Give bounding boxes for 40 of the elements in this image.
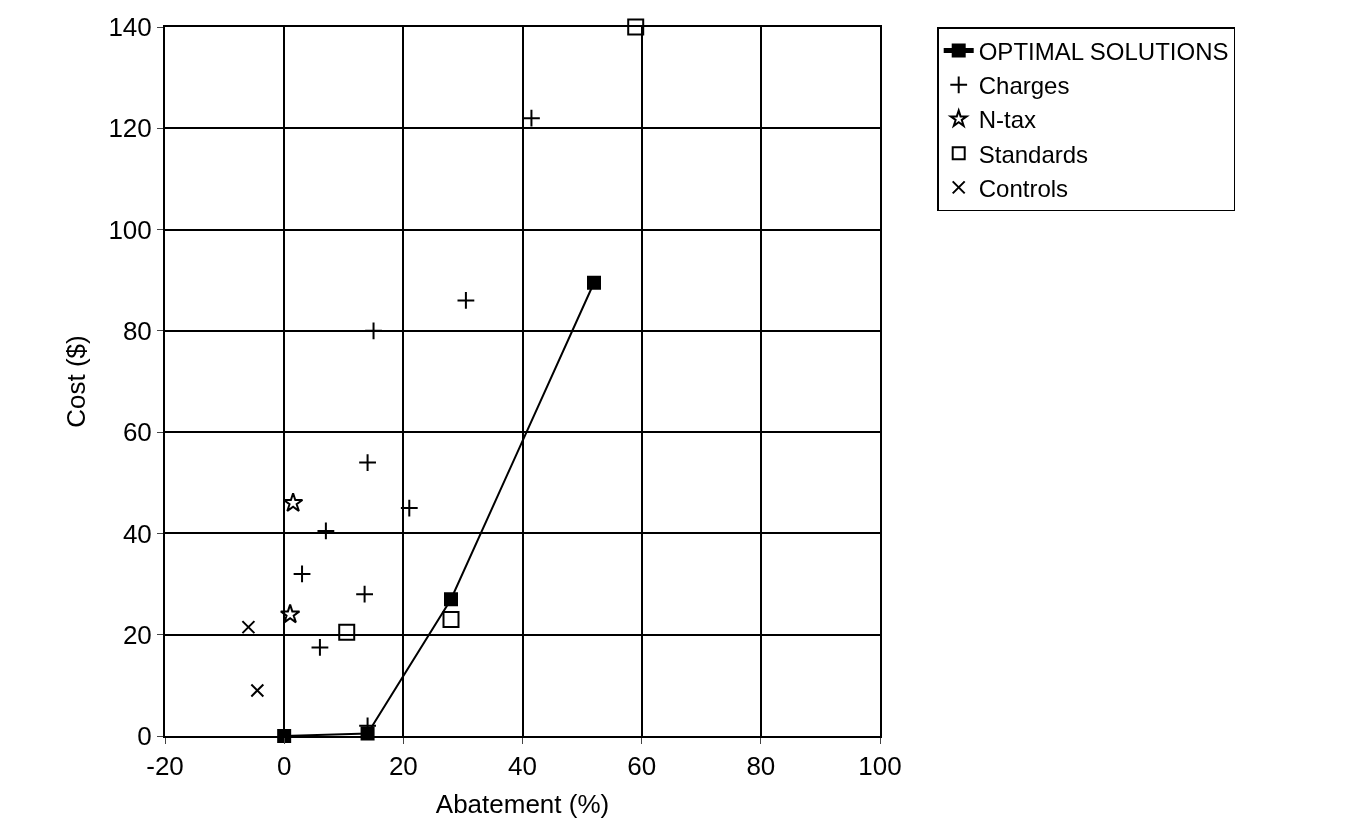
x-tick-label: 20 — [388, 751, 418, 782]
point — [627, 18, 645, 36]
point — [358, 453, 377, 472]
y-tick-label: 100 — [108, 214, 152, 245]
y-tick-label: 120 — [108, 113, 152, 144]
point — [364, 321, 383, 341]
y-tick-label: 140 — [108, 12, 152, 43]
point — [355, 584, 374, 604]
point — [292, 564, 312, 584]
point — [282, 492, 304, 512]
y-tick-label: 0 — [137, 721, 152, 752]
y-tick-label: 20 — [122, 619, 152, 650]
point — [522, 108, 541, 128]
x-tick-label: 40 — [508, 751, 537, 782]
point — [456, 291, 476, 310]
x-tick-label: 0 — [276, 751, 292, 782]
y-axis-title: Cost ($) — [61, 335, 92, 428]
point — [241, 620, 256, 635]
point — [250, 683, 265, 698]
x-tick-label: 60 — [627, 751, 657, 782]
x-tick-label: 100 — [858, 751, 902, 782]
legend-label: Controls — [978, 174, 1069, 202]
legend-label: Charges — [978, 72, 1070, 100]
point — [444, 592, 458, 607]
y-tick-label: 80 — [122, 315, 152, 346]
legend-label: N-tax — [978, 106, 1037, 134]
x-tick-label: 80 — [746, 751, 776, 782]
legend-label: OPTIMAL SOLUTIONS — [978, 37, 1229, 65]
point — [338, 623, 356, 641]
point — [399, 498, 419, 518]
x-axis-title: Abatement (%) — [435, 789, 610, 820]
x-tick-label: -20 — [146, 751, 184, 782]
y-tick-label: 60 — [122, 417, 152, 448]
y-tick-label: 40 — [122, 518, 152, 549]
point — [587, 275, 601, 290]
point — [310, 637, 330, 657]
point — [442, 611, 460, 629]
point — [279, 603, 301, 624]
point — [316, 521, 336, 541]
legend-label: Standards — [978, 140, 1089, 168]
